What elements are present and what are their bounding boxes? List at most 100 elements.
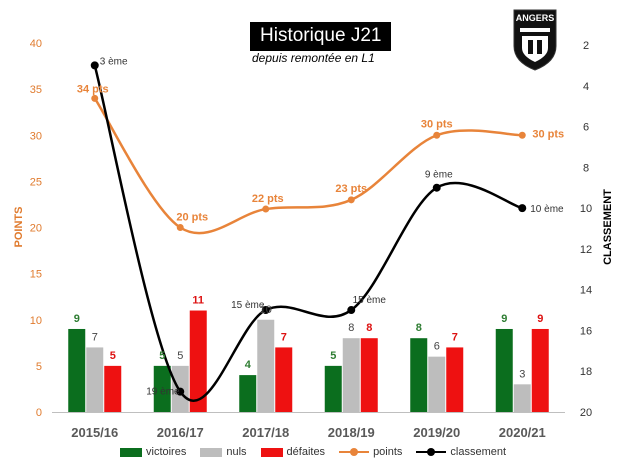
y-tick-6: 30: [30, 130, 42, 142]
bar-label-nuls-2: 10: [260, 304, 272, 316]
bar-label-victoires-2: 4: [245, 359, 252, 371]
y2-tick-7: 16: [580, 325, 592, 337]
data-label-classement-4: 9 ème: [425, 170, 453, 181]
bar-label-défaites-2: 7: [281, 331, 287, 343]
bar-défaites-3: [360, 338, 378, 412]
marker-points-5: [518, 131, 526, 139]
marker-points-0: [91, 94, 99, 102]
y2-tick-0: 2: [583, 40, 589, 52]
y-tick-3: 15: [30, 269, 42, 281]
line-points: [93, 97, 523, 235]
x-tick-0: 2015/16: [71, 425, 118, 440]
marker-points-4: [433, 131, 441, 139]
y-tick-8: 40: [30, 38, 42, 50]
y2-tick-4: 10: [580, 203, 592, 215]
data-label-points-1: 20 pts: [176, 212, 208, 224]
marker-points-2: [262, 205, 270, 213]
y2-tick-1: 4: [583, 81, 589, 93]
legend-label-defaites: défaites: [286, 446, 326, 458]
bar-défaites-1: [189, 310, 207, 412]
data-label-points-2: 22 pts: [252, 193, 284, 205]
legend-swatch-defaites: [260, 447, 283, 457]
bar-défaites-2: [275, 347, 293, 412]
data-label-classement-2: 15 ème: [231, 300, 265, 311]
chart-subtitle: depuis remontée en L1: [252, 51, 375, 65]
marker-classement-4: [432, 183, 441, 192]
x-tick-1: 2016/17: [157, 425, 204, 440]
legend-item-victoires: victoires: [120, 446, 186, 458]
legend-label-nuls: nuls: [226, 446, 247, 458]
bar-label-victoires-5: 9: [501, 313, 507, 325]
bar-victoires-4: [410, 338, 428, 412]
bar-label-nuls-3: 8: [348, 322, 354, 334]
bar-label-nuls-0: 7: [92, 331, 98, 343]
x-tick-4: 2019/20: [413, 425, 460, 440]
bar-nuls-0: [86, 347, 104, 412]
y2-tick-5: 12: [580, 244, 592, 256]
marker-points-3: [347, 196, 355, 204]
svg-text:ANGERS: ANGERS: [516, 13, 555, 23]
y-tick-1: 5: [36, 361, 42, 373]
bar-label-victoires-4: 8: [416, 322, 422, 334]
bar-victoires-1: [153, 365, 171, 412]
y-axis-title: POINTS: [13, 207, 25, 248]
bar-nuls-5: [513, 384, 531, 412]
data-label-points-0: 34 pts: [77, 83, 109, 95]
bar-défaites-0: [104, 365, 122, 412]
bar-défaites-4: [446, 347, 464, 412]
marker-classement-5: [518, 204, 527, 213]
y2-axis-title: CLASSEMENT: [602, 189, 614, 265]
bar-label-défaites-4: 7: [452, 331, 458, 343]
legend-label-points: points: [373, 446, 403, 458]
bar-défaites-5: [531, 328, 549, 412]
bar-label-défaites-1: 11: [192, 295, 204, 307]
bar-nuls-3: [342, 338, 360, 412]
bar-label-défaites-5: 9: [537, 313, 543, 325]
marker-classement-1: [176, 387, 185, 396]
bars-layer: [68, 310, 549, 412]
x-tick-2: 2017/18: [242, 425, 289, 440]
y2-tick-8: 18: [580, 366, 592, 378]
y-tick-5: 25: [30, 176, 42, 188]
y-tick-7: 35: [30, 84, 42, 96]
legend-item-points: points: [339, 446, 402, 458]
marker-classement-3: [347, 306, 356, 315]
legend-line-classement: [416, 447, 447, 457]
bar-nuls-4: [428, 356, 446, 412]
lines-layer: [90, 61, 527, 402]
bar-label-nuls-5: 3: [519, 368, 525, 380]
legend-item-classement: classement: [416, 446, 506, 458]
bar-label-nuls-1: 5: [177, 350, 183, 362]
bar-label-nuls-4: 6: [434, 341, 440, 353]
data-label-classement-5: 10 ème: [530, 204, 564, 215]
bar-victoires-0: [68, 328, 86, 412]
data-label-points-5: 30 pts: [532, 128, 564, 140]
bar-victoires-5: [495, 328, 513, 412]
legend: victoires nuls défaites points classemen…: [120, 446, 506, 458]
data-label-classement-0: 3 ème: [100, 56, 128, 67]
data-label-points-4: 30 pts: [421, 118, 453, 130]
marker-classement-2: [261, 306, 270, 315]
y2-tick-9: 20: [580, 407, 592, 419]
y-tick-4: 20: [30, 223, 42, 235]
marker-classement-0: [90, 61, 99, 70]
legend-line-points: [339, 447, 370, 457]
x-tick-5: 2020/21: [499, 425, 546, 440]
x-tick-3: 2018/19: [328, 425, 375, 440]
bar-victoires-3: [324, 365, 342, 412]
bar-label-défaites-0: 5: [110, 350, 116, 362]
bar-label-victoires-0: 9: [74, 313, 80, 325]
data-label-classement-1: 19 ème: [146, 387, 180, 398]
legend-swatch-nuls: [200, 447, 223, 457]
bar-victoires-2: [239, 375, 257, 412]
legend-swatch-victoires: [120, 447, 142, 457]
y-tick-0: 0: [36, 407, 42, 419]
bar-label-victoires-1: 5: [159, 350, 165, 362]
y2-tick-6: 14: [580, 285, 592, 297]
legend-label-victoires: victoires: [146, 446, 187, 458]
bar-label-victoires-3: 5: [330, 350, 336, 362]
bar-nuls-2: [257, 319, 275, 412]
